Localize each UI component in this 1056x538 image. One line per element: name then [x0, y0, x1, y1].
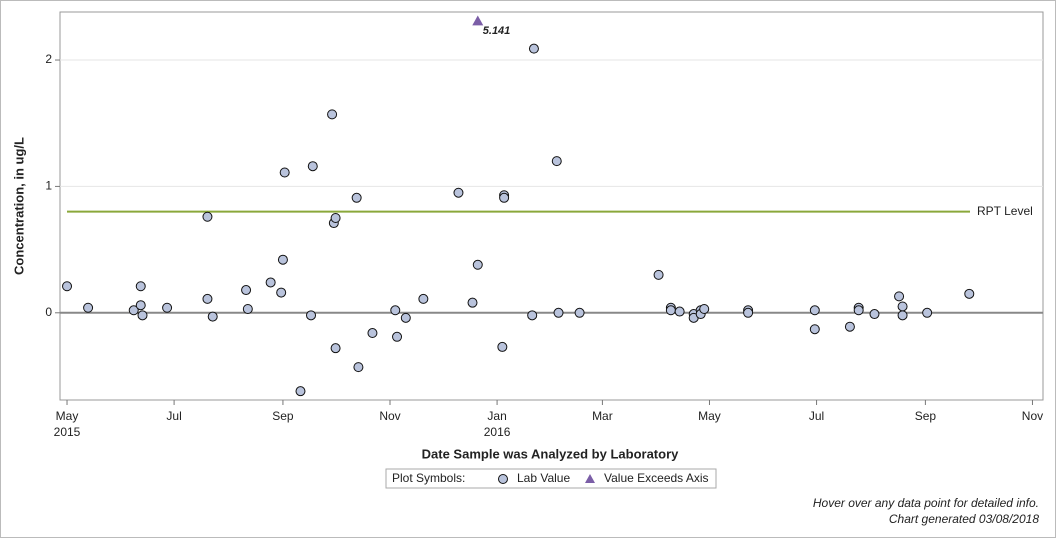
- data-point: [699, 304, 710, 315]
- data-point: [809, 324, 820, 335]
- legend-label: Lab Value: [517, 471, 570, 485]
- x-tick-label: Sep: [272, 409, 294, 423]
- data-point: [467, 297, 478, 308]
- data-point: [653, 269, 664, 280]
- data-point: [472, 259, 483, 270]
- data-point: [207, 311, 218, 322]
- data-point: [894, 291, 905, 302]
- x-tick-label: Sep: [915, 409, 937, 423]
- x-tick-label: Nov: [379, 409, 400, 423]
- data-point: [400, 312, 411, 323]
- data-point: [392, 331, 403, 342]
- data-point: [869, 309, 880, 320]
- x-tick-label: Mar: [592, 409, 613, 423]
- data-point: [137, 310, 148, 321]
- data-point: [276, 287, 287, 298]
- y-tick-label: 1: [45, 179, 52, 193]
- data-point: [241, 285, 252, 296]
- data-point: [964, 288, 975, 299]
- reference-label: RPT Level: [977, 204, 1033, 218]
- x-tick-label: Jul: [809, 409, 824, 423]
- data-point: [551, 156, 562, 167]
- data-point: [809, 305, 820, 316]
- y-axis-label: Concentration, in ug/L: [11, 137, 26, 275]
- data-point: [499, 192, 510, 203]
- y-tick-label: 2: [45, 52, 52, 66]
- data-point: [527, 310, 538, 321]
- data-point: [295, 386, 306, 397]
- data-point: [306, 310, 317, 321]
- data-point: [265, 277, 276, 288]
- data-point: [897, 301, 908, 312]
- data-point: [418, 293, 429, 304]
- x-year-label: 2016: [484, 425, 511, 439]
- data-point: [242, 304, 253, 315]
- data-point: [327, 109, 338, 120]
- note: Hover over any data point for detailed i…: [813, 496, 1039, 510]
- data-point: [351, 192, 362, 203]
- x-tick-label: Jan: [487, 409, 506, 423]
- y-tick-label: 0: [45, 305, 52, 319]
- data-point: [553, 307, 564, 318]
- data-point: [528, 43, 539, 54]
- legend-box: [385, 468, 717, 489]
- data-point: [62, 281, 73, 292]
- data-point: [135, 300, 146, 311]
- x-axis-label: Date Sample was Analyzed by Laboratory: [422, 446, 679, 461]
- data-point: [497, 341, 508, 352]
- data-point: [135, 281, 146, 292]
- data-point: [844, 321, 855, 332]
- data-point: [307, 161, 318, 172]
- data-point: [353, 362, 364, 373]
- data-point: [202, 211, 213, 222]
- data-point: [330, 343, 341, 354]
- data-point: [743, 307, 754, 318]
- data-point: [162, 302, 173, 313]
- data-point: [674, 306, 685, 317]
- data-point: [83, 302, 94, 313]
- exceed-label: 5.141: [483, 25, 511, 37]
- data-point: [853, 305, 864, 316]
- legend-symbol: [585, 474, 595, 483]
- plot-area: [59, 11, 1044, 401]
- x-tick-label: Jul: [166, 409, 181, 423]
- legend-symbol: [498, 474, 508, 484]
- x-tick-label: May: [56, 409, 79, 423]
- note: Chart generated 03/08/2018: [889, 512, 1039, 526]
- data-point: [665, 305, 676, 316]
- legend-title: Plot Symbols:: [392, 471, 465, 485]
- legend-label: Value Exceeds Axis: [604, 471, 709, 485]
- data-point: [897, 310, 908, 321]
- data-point: [279, 167, 290, 178]
- data-point: [453, 187, 464, 198]
- x-year-label: 2015: [54, 425, 81, 439]
- exceed-marker: [472, 15, 484, 26]
- x-tick-label: May: [698, 409, 721, 423]
- data-point: [202, 293, 213, 304]
- data-point: [922, 307, 933, 318]
- data-point: [390, 305, 401, 316]
- data-point: [128, 305, 139, 316]
- data-point: [277, 254, 288, 265]
- data-point: [574, 307, 585, 318]
- data-point: [367, 328, 378, 339]
- x-tick-label: Nov: [1022, 409, 1043, 423]
- data-point: [330, 213, 341, 224]
